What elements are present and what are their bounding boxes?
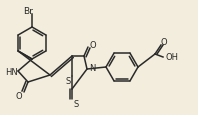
Text: O: O [161,38,167,47]
Text: O: O [90,41,96,50]
Text: N: N [89,64,95,73]
Text: S: S [73,100,79,109]
Text: OH: OH [166,53,179,62]
Text: Br: Br [23,6,33,15]
Text: HN: HN [5,68,17,77]
Text: S: S [65,77,71,86]
Text: O: O [16,92,22,101]
